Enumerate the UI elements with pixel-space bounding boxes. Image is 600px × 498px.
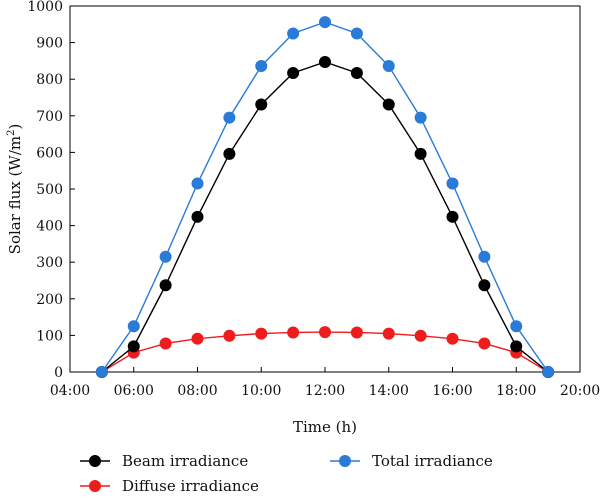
total-irradiance-point	[478, 250, 491, 263]
x-tick-label: 12:00	[305, 383, 345, 399]
beam-irradiance-point	[127, 340, 140, 353]
y-tick-label: 900	[36, 36, 63, 52]
y-tick-label: 600	[36, 145, 63, 161]
legend-total: Total irradiance	[330, 452, 493, 470]
x-tick-label: 06:00	[114, 383, 154, 399]
diffuse-irradiance-point	[223, 329, 236, 342]
diffuse-irradiance-point	[478, 337, 491, 350]
diffuse-irradiance-point	[159, 337, 172, 350]
x-tick-label: 04:00	[50, 383, 90, 399]
legend-label: Beam irradiance	[122, 452, 248, 470]
legend-beam: Beam irradiance	[80, 452, 248, 470]
total-irradiance-point	[287, 27, 300, 40]
x-tick-label: 16:00	[432, 383, 472, 399]
total-irradiance-point	[319, 16, 331, 29]
beam-irradiance-point	[414, 147, 427, 160]
beam-irradiance-point	[191, 210, 204, 223]
legend-label: Diffuse irradiance	[122, 477, 259, 495]
legend-marker	[89, 480, 101, 492]
total-irradiance-point	[159, 250, 172, 263]
diffuse-irradiance-point	[414, 329, 427, 342]
diffuse-irradiance-point	[350, 326, 363, 339]
legend-label: Total irradiance	[372, 452, 493, 470]
x-tick-label: 14:00	[369, 383, 409, 399]
total-irradiance-point	[191, 177, 204, 190]
total-irradiance-point	[127, 320, 140, 333]
total-irradiance-point	[446, 177, 459, 190]
diffuse-irradiance-point	[287, 326, 300, 339]
diffuse-irradiance-point	[382, 327, 395, 340]
beam-irradiance-point	[223, 147, 236, 160]
total-irradiance-point	[95, 366, 108, 378]
beam-irradiance-point	[382, 98, 395, 111]
beam-irradiance-point	[446, 210, 459, 223]
x-tick-label: 10:00	[241, 383, 281, 399]
beam-irradiance-point	[510, 340, 523, 353]
x-tick-label: 20:00	[560, 383, 600, 399]
diffuse-irradiance-point	[191, 332, 204, 345]
legend-diffuse: Diffuse irradiance	[80, 477, 259, 495]
beam-irradiance-point	[478, 279, 491, 292]
y-tick-label: 700	[36, 109, 63, 125]
y-tick-label: 100	[36, 328, 63, 344]
x-tick-label: 08:00	[177, 383, 217, 399]
y-tick-label: 800	[36, 72, 63, 88]
x-axis-title: Time (h)	[293, 418, 357, 436]
total-irradiance-point	[350, 27, 363, 40]
total-irradiance-line	[101, 21, 549, 373]
y-axis-title-main: Solar flux (W/m	[6, 136, 24, 254]
y-tick-label: 400	[36, 219, 63, 235]
total-irradiance-point	[510, 320, 523, 333]
y-tick-label: 300	[36, 255, 63, 271]
y-tick-label: 500	[36, 182, 63, 198]
total-irradiance-point	[414, 111, 427, 124]
x-tick-label: 18:00	[496, 383, 536, 399]
total-irradiance-point	[255, 60, 268, 73]
y-axis-title-close: )	[6, 124, 24, 130]
beam-irradiance-point	[350, 66, 363, 79]
total-irradiance-point	[382, 60, 395, 73]
legend-marker	[339, 455, 351, 467]
beam-irradiance-line	[101, 61, 549, 373]
y-tick-label: 1000	[27, 0, 63, 15]
y-tick-label: 0	[54, 365, 63, 381]
diffuse-irradiance-point	[255, 327, 268, 340]
diffuse-irradiance-point	[319, 326, 331, 339]
y-tick-label: 200	[36, 292, 63, 308]
y-axis-title-superscript: 2	[6, 130, 17, 136]
legend-marker	[89, 455, 101, 467]
total-irradiance-point	[542, 366, 555, 378]
total-irradiance-point	[223, 111, 236, 124]
beam-irradiance-point	[255, 98, 268, 111]
beam-irradiance-point	[287, 66, 300, 79]
y-axis-title: Solar flux (W/m2)	[6, 124, 24, 255]
diffuse-irradiance-point	[446, 332, 459, 345]
beam-irradiance-point	[319, 55, 331, 68]
beam-irradiance-point	[159, 279, 172, 292]
